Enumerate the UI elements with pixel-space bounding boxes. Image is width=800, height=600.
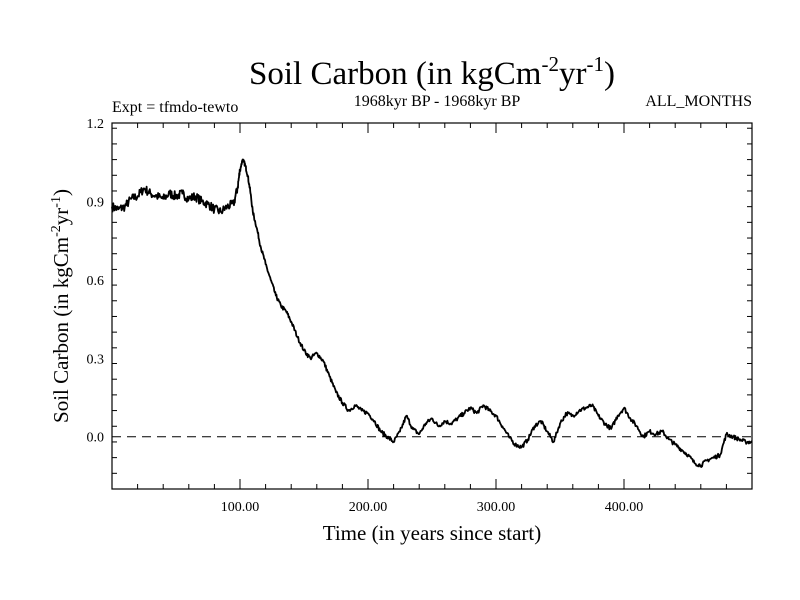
x-axis-label: Time (in years since start)	[323, 521, 542, 545]
chart-title: Soil Carbon (in kgCm-2yr-1)	[249, 52, 615, 92]
x-tick-label: 400.00	[605, 500, 644, 515]
subtitle-center: 1968kyr BP - 1968kyr BP	[354, 93, 521, 110]
x-tick-label: 100.00	[221, 500, 260, 515]
plot-frame	[111, 122, 753, 490]
subtitle-left: Expt = tfmdo-tewto	[112, 99, 238, 116]
y-tick-label: 0.9	[87, 195, 105, 210]
y-tick-label: 0.3	[87, 352, 105, 367]
y-axis-label: Soil Carbon (in kgCm-2yr-1)	[49, 189, 73, 423]
y-tick-label: 0.6	[87, 274, 105, 289]
x-tick-label: 300.00	[477, 500, 516, 515]
x-tick-label: 200.00	[349, 500, 388, 515]
tick-group: 100.00 200.00 300.00 400.00 0.0 0.3 0.6 0.9 1.2	[87, 117, 752, 515]
y-tick-label: 1.2	[87, 117, 105, 132]
series-line-soil-carbon	[111, 158, 753, 468]
y-tick-label: 0.0	[87, 431, 105, 446]
subtitle-right: ALL_MONTHS	[645, 93, 752, 110]
